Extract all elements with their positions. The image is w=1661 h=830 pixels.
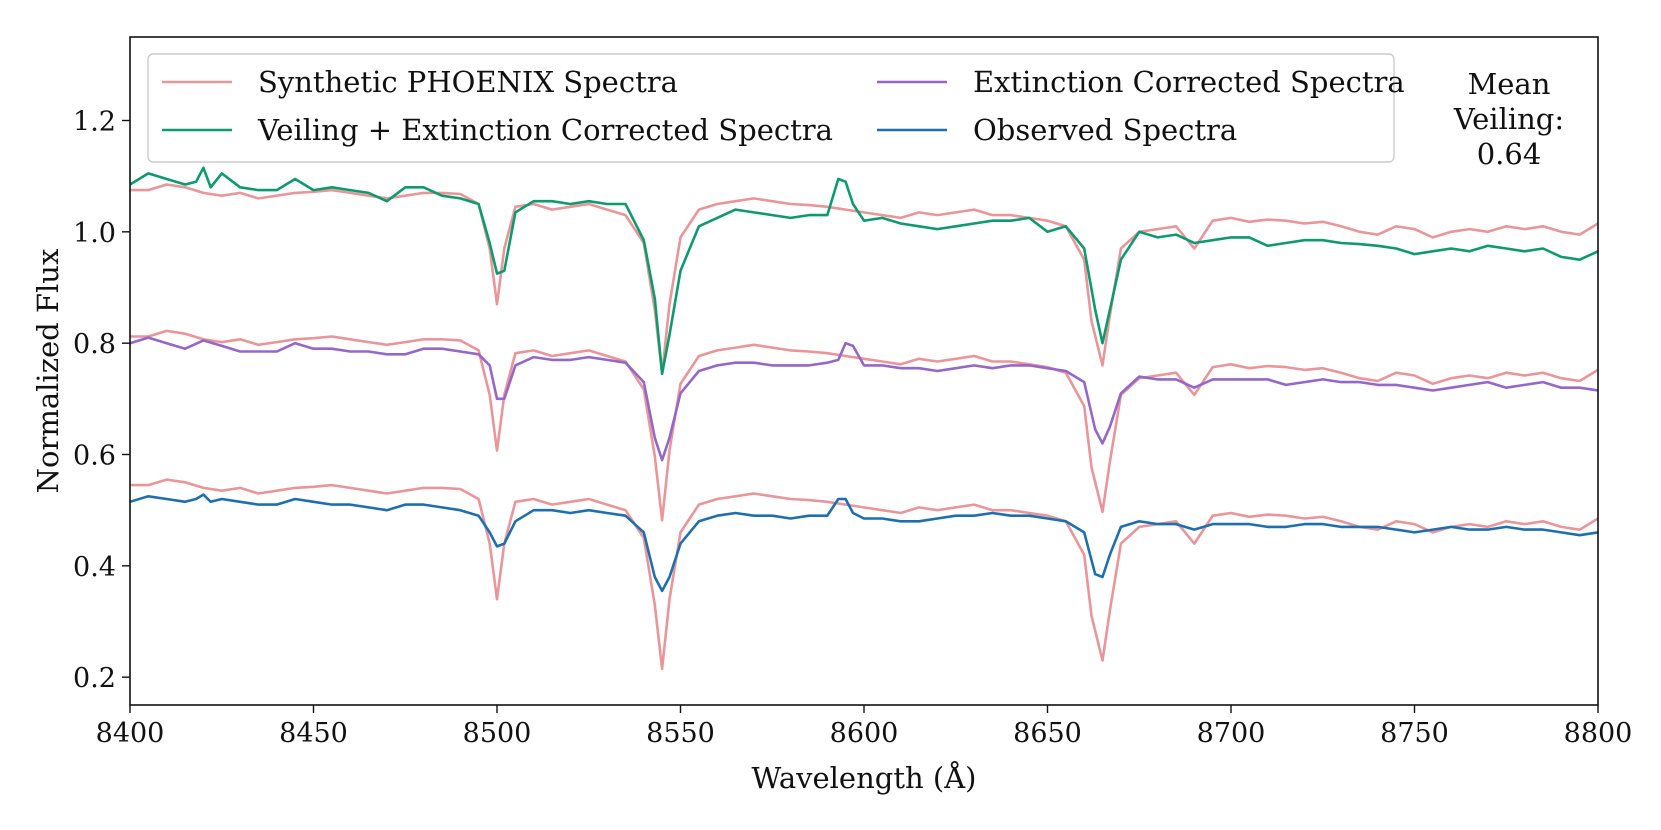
x-tick-label: 8800: [1564, 718, 1633, 749]
annotation-line-1: Mean: [1468, 67, 1551, 101]
x-tick-label: 8450: [279, 718, 348, 749]
x-tick-label: 8550: [646, 718, 715, 749]
x-tick-label: 8700: [1197, 718, 1266, 749]
x-axis-label: Wavelength (Å): [752, 760, 977, 795]
x-tick-label: 8500: [463, 718, 532, 749]
series-layer: [130, 166, 1598, 671]
y-axis-label: Normalized Flux: [31, 249, 65, 494]
y-axis-ticks: 0.2 0.4 0.6 0.8 1.0 1.2: [73, 107, 130, 694]
legend-label-veiling: Veiling + Extinction Corrected Spectra: [257, 113, 833, 147]
annotation-line-3: 0.64: [1477, 137, 1542, 171]
legend-box: [147, 53, 1395, 163]
legend-label-extinction: Extinction Corrected Spectra: [973, 65, 1405, 99]
legend-label-observed: Observed Spectra: [973, 113, 1237, 147]
observed-spectrum-line: [130, 493, 1598, 593]
x-tick-label: 8600: [830, 718, 899, 749]
y-tick-label: 0.8: [73, 329, 116, 360]
annotation-line-2: Veiling:: [1453, 102, 1564, 136]
y-tick-label: 1.2: [73, 107, 116, 138]
synthetic-spectrum-line-bottom: [130, 478, 1598, 671]
synthetic-spectrum-line-middle: [130, 329, 1598, 522]
legend: Synthetic PHOENIX Spectra Extinction Cor…: [147, 53, 1405, 163]
y-tick-label: 1.0: [73, 218, 116, 249]
x-axis-ticks: 8400 8450 8500 8550 8600 8650 8700 8750 8800: [96, 705, 1633, 749]
veiling-corrected-spectrum-line: [130, 166, 1598, 376]
extinction-corrected-spectrum-line: [130, 336, 1598, 462]
mean-veiling-annotation: Mean Veiling: 0.64: [1453, 67, 1564, 171]
legend-label-synthetic: Synthetic PHOENIX Spectra: [258, 65, 678, 99]
x-tick-label: 8400: [96, 718, 165, 749]
x-tick-label: 8750: [1380, 718, 1449, 749]
y-tick-label: 0.2: [73, 663, 116, 694]
x-tick-label: 8650: [1013, 718, 1082, 749]
y-tick-label: 0.4: [73, 552, 116, 583]
y-tick-label: 0.6: [73, 441, 116, 472]
